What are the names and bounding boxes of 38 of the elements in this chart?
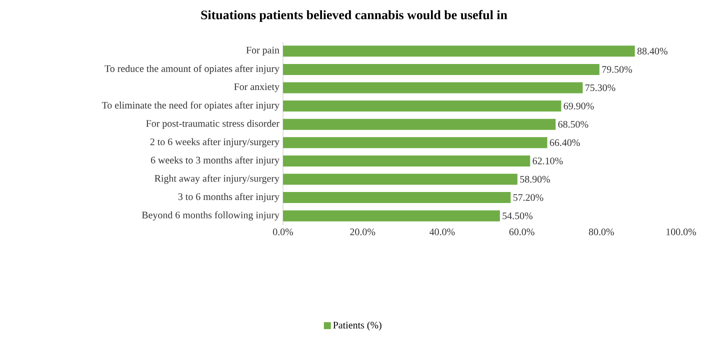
data-label: 54.50% [502,212,532,220]
data-label: 68.50% [558,120,588,128]
bar [283,100,562,112]
bar [283,192,511,204]
y-tick-label: 6 weeks to 3 months after injury [150,156,280,166]
data-label: 58.90% [520,176,550,183]
y-tick-label: To eliminate the need for opiates after injury [102,101,280,111]
y-tick-label: For post-traumatic stress disorder [146,120,280,129]
bar [283,46,635,57]
chart-title: Situations patients believed cannabis would be useful in [201,10,508,22]
data-label: 66.40% [550,139,580,146]
y-tick-label: 2 to 6 weeks after injury/surgery [150,138,280,148]
data-label: 57.20% [513,194,544,201]
y-tick-label: For pain [246,46,280,56]
bar [283,174,518,185]
bar [283,155,530,166]
y-tick-label: Beyond 6 months following injury [142,211,280,220]
y-tick-label: To reduce the amount of opiates after injury [104,64,280,74]
data-label: 88.40% [637,48,668,55]
x-tick-label: 100.0% [666,228,696,236]
data-label: 75.30% [586,84,616,92]
bar [283,118,556,130]
data-label: 79.50% [602,66,632,73]
y-tick-label: For anxiety [234,83,280,92]
bar [283,82,583,94]
y-tick-label: 3 to 6 months after injury [178,192,280,202]
bar [283,210,500,222]
x-tick-label: 0.0% [273,228,294,236]
bar [283,64,600,75]
legend-label: Patients (%) [333,321,382,330]
data-label: 62.10% [532,158,563,164]
y-tick-label: Right away after injury/surgery [154,174,280,184]
x-tick-label: 20.0% [350,228,376,236]
data-label: 69.90% [564,102,594,110]
x-tick-label: 80.0% [588,228,614,236]
x-tick-label: 60.0% [509,228,534,236]
x-tick-label: 40.0% [430,228,455,236]
bar [283,137,548,148]
